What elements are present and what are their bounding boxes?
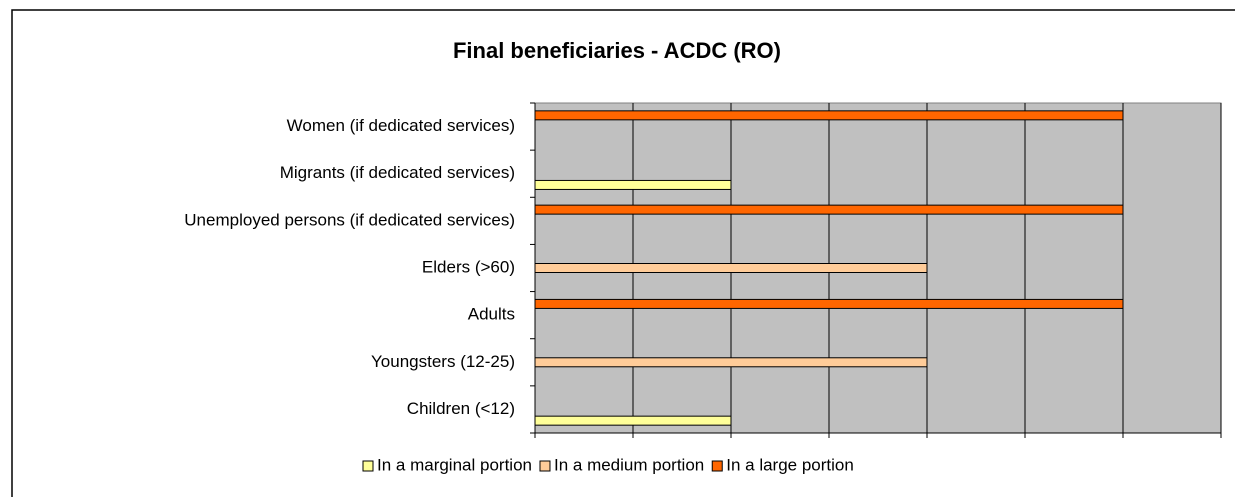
bar — [534, 204, 1124, 215]
bar — [534, 110, 1124, 121]
y-tick-label: Migrants (if dedicated services) — [280, 163, 515, 182]
y-tick-label: Youngsters (12-25) — [371, 352, 515, 371]
bar — [534, 263, 928, 273]
legend-swatch — [362, 460, 374, 472]
legend-swatch — [711, 460, 723, 472]
bar — [534, 357, 928, 368]
chart-title: Final beneficiaries - ACDC (RO) — [453, 38, 781, 63]
y-tick-label: Children (<12) — [407, 399, 515, 418]
y-tick-label: Unemployed persons (if dedicated service… — [184, 210, 515, 229]
bar — [534, 298, 1124, 309]
bar — [534, 415, 732, 426]
y-tick-label: Elders (>60) — [422, 257, 515, 276]
legend-label: In a medium portion — [554, 455, 704, 474]
legend-label: In a marginal portion — [377, 455, 532, 474]
bar — [534, 179, 732, 190]
y-tick-label: Adults — [468, 305, 515, 324]
y-tick-label: Women (if dedicated services) — [287, 116, 515, 135]
legend-swatch — [539, 460, 551, 472]
legend-label: In a large portion — [726, 455, 854, 474]
